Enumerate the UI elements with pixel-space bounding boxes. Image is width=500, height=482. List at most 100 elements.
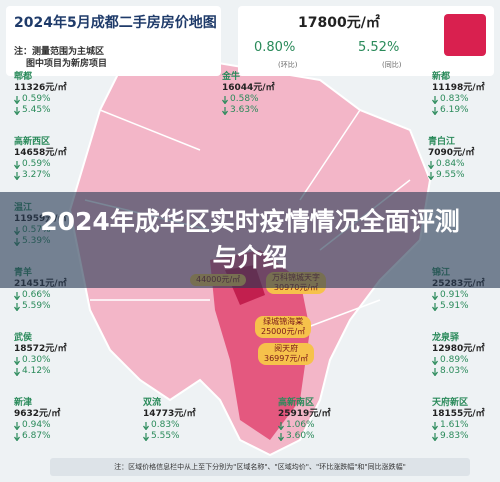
change-value: 0.83% xyxy=(440,94,469,104)
district-change: 5.45% xyxy=(14,105,67,116)
district-change: 0.59% xyxy=(14,159,67,170)
change-value: 6.87% xyxy=(22,431,51,441)
district-change: 0.58% xyxy=(222,94,275,105)
district-change: 0.66% xyxy=(14,290,67,301)
change-value: 0.83% xyxy=(151,420,180,430)
district-change: 0.84% xyxy=(428,159,474,170)
district-change: 0.30% xyxy=(14,355,67,366)
change-value: 3.27% xyxy=(22,170,51,180)
down-arrow xyxy=(278,432,284,441)
down-arrow xyxy=(14,160,20,169)
district-change: 3.63% xyxy=(222,105,275,116)
district-change: 0.83% xyxy=(143,420,196,431)
district-change: 5.55% xyxy=(143,431,196,442)
district-name: 龙泉驿 xyxy=(432,333,460,343)
district-name: 郫都 xyxy=(14,72,33,82)
change-value: 0.91% xyxy=(440,290,469,300)
change-value: 1.61% xyxy=(440,420,469,430)
district-change: 0.94% xyxy=(14,420,60,431)
district-change: 0.83% xyxy=(432,94,485,105)
overlay-title: 2024年成华区实时疫情情况全面评测与介绍 xyxy=(40,207,460,272)
change-value: 0.58% xyxy=(230,94,259,104)
district-name: 天府新区 xyxy=(432,398,469,408)
project-name: 绿城锦海棠 xyxy=(263,317,304,326)
district-price: 16044元/㎡ xyxy=(222,83,275,93)
change-value: 9.83% xyxy=(440,431,469,441)
logo xyxy=(444,14,486,56)
change-value: 0.59% xyxy=(22,94,51,104)
project-price: 36997元/㎡ xyxy=(264,354,309,363)
note: 注：测量范围为主城区 xyxy=(14,47,105,57)
down-arrow xyxy=(14,302,20,311)
district-name: 高新南区 xyxy=(278,398,315,408)
district-price: 12980元/㎡ xyxy=(432,344,485,354)
down-arrow xyxy=(432,302,438,311)
district-price: 7090元/㎡ xyxy=(428,148,475,158)
district: 双流 14773元/㎡ 0.83% 5.55% xyxy=(143,398,196,442)
change-value: 5.55% xyxy=(151,431,180,441)
header-title: 2024年5月成都二手房房价地图 xyxy=(14,15,217,31)
summary-price: 17800元/㎡ xyxy=(298,15,380,31)
district-price: 18155元/㎡ xyxy=(432,409,485,419)
change-value: 3.60% xyxy=(286,431,315,441)
district-price: 9632元/㎡ xyxy=(14,409,61,419)
district: 高新南区 25919元/㎡ 1.06% 3.60% xyxy=(278,398,331,442)
district-change: 1.61% xyxy=(432,420,485,431)
district-change: 8.03% xyxy=(432,366,485,377)
header-box: 2024年5月成都二手房房价地图 注：测量范围为主城区 图中项目为新房项目 xyxy=(6,6,221,76)
change-value: 0.30% xyxy=(22,355,51,365)
down-arrow xyxy=(143,421,149,430)
district-price: 11198元/㎡ xyxy=(432,83,485,93)
down-arrow xyxy=(222,106,228,115)
down-arrow xyxy=(432,432,438,441)
change-value: 0.84% xyxy=(436,159,465,169)
district-change: 3.27% xyxy=(14,170,67,181)
down-arrow xyxy=(143,432,149,441)
down-arrow xyxy=(14,291,20,300)
down-arrow xyxy=(432,291,438,300)
change-value: 5.91% xyxy=(440,301,469,311)
down-arrow xyxy=(432,95,438,104)
district-change: 5.91% xyxy=(432,301,485,312)
district: 高新西区 14658元/㎡ 0.59% 3.27% xyxy=(14,137,67,181)
change-value: 5.59% xyxy=(22,301,51,311)
district-name: 武侯 xyxy=(14,333,33,343)
change-value: 4.12% xyxy=(22,366,51,376)
change-value: 0.66% xyxy=(22,290,51,300)
down-arrow xyxy=(432,106,438,115)
district-name: 金牛 xyxy=(222,72,241,82)
project-name: 阅天府 xyxy=(274,344,299,353)
down-arrow xyxy=(428,160,434,169)
district-change: 4.12% xyxy=(14,366,67,377)
district-price: 11326元/㎡ xyxy=(14,83,67,93)
district: 武侯 18572元/㎡ 0.30% 4.12% xyxy=(14,333,67,377)
district: 新都 11198元/㎡ 0.83% 6.19% xyxy=(432,72,485,116)
down-arrow xyxy=(222,95,228,104)
summary-box: 17800元/㎡ 0.80% (环比) 5.52% (同比) xyxy=(238,6,494,76)
change-value: 0.94% xyxy=(22,420,51,430)
district: 天府新区 18155元/㎡ 1.61% 9.83% xyxy=(432,398,485,442)
down-arrow xyxy=(14,432,20,441)
district-change: 6.87% xyxy=(14,431,60,442)
summary-yoy: 5.52% xyxy=(358,40,400,55)
change-value: 0.59% xyxy=(22,159,51,169)
district: 新津 9632元/㎡ 0.94% 6.87% xyxy=(14,398,60,442)
footer: 注：区域价格信息栏中从上至下分别为"区域名称"、"区域均价"、"环比涨跌幅"和"… xyxy=(50,458,470,476)
district-name: 双流 xyxy=(143,398,162,408)
change-value: 0.89% xyxy=(440,355,469,365)
district: 郫都 11326元/㎡ 0.59% 5.45% xyxy=(14,72,67,116)
district-change: 9.83% xyxy=(432,431,485,442)
down-arrow xyxy=(14,356,20,365)
overlay: 2024年成华区实时疫情情况全面评测与介绍 xyxy=(0,192,500,288)
project: 阅天府 36997元/㎡ xyxy=(258,343,315,365)
district-name: 新津 xyxy=(14,398,33,408)
down-arrow xyxy=(432,421,438,430)
note: 图中项目为新房项目 xyxy=(26,59,108,69)
district-price: 14658元/㎡ xyxy=(14,148,67,158)
summary-mom-label: (环比) xyxy=(278,61,298,69)
project-price: 25000元/㎡ xyxy=(261,327,306,336)
down-arrow xyxy=(14,367,20,376)
district: 青白江 7090元/㎡ 0.84% 9.55% xyxy=(428,137,474,181)
district-change: 9.55% xyxy=(428,170,474,181)
